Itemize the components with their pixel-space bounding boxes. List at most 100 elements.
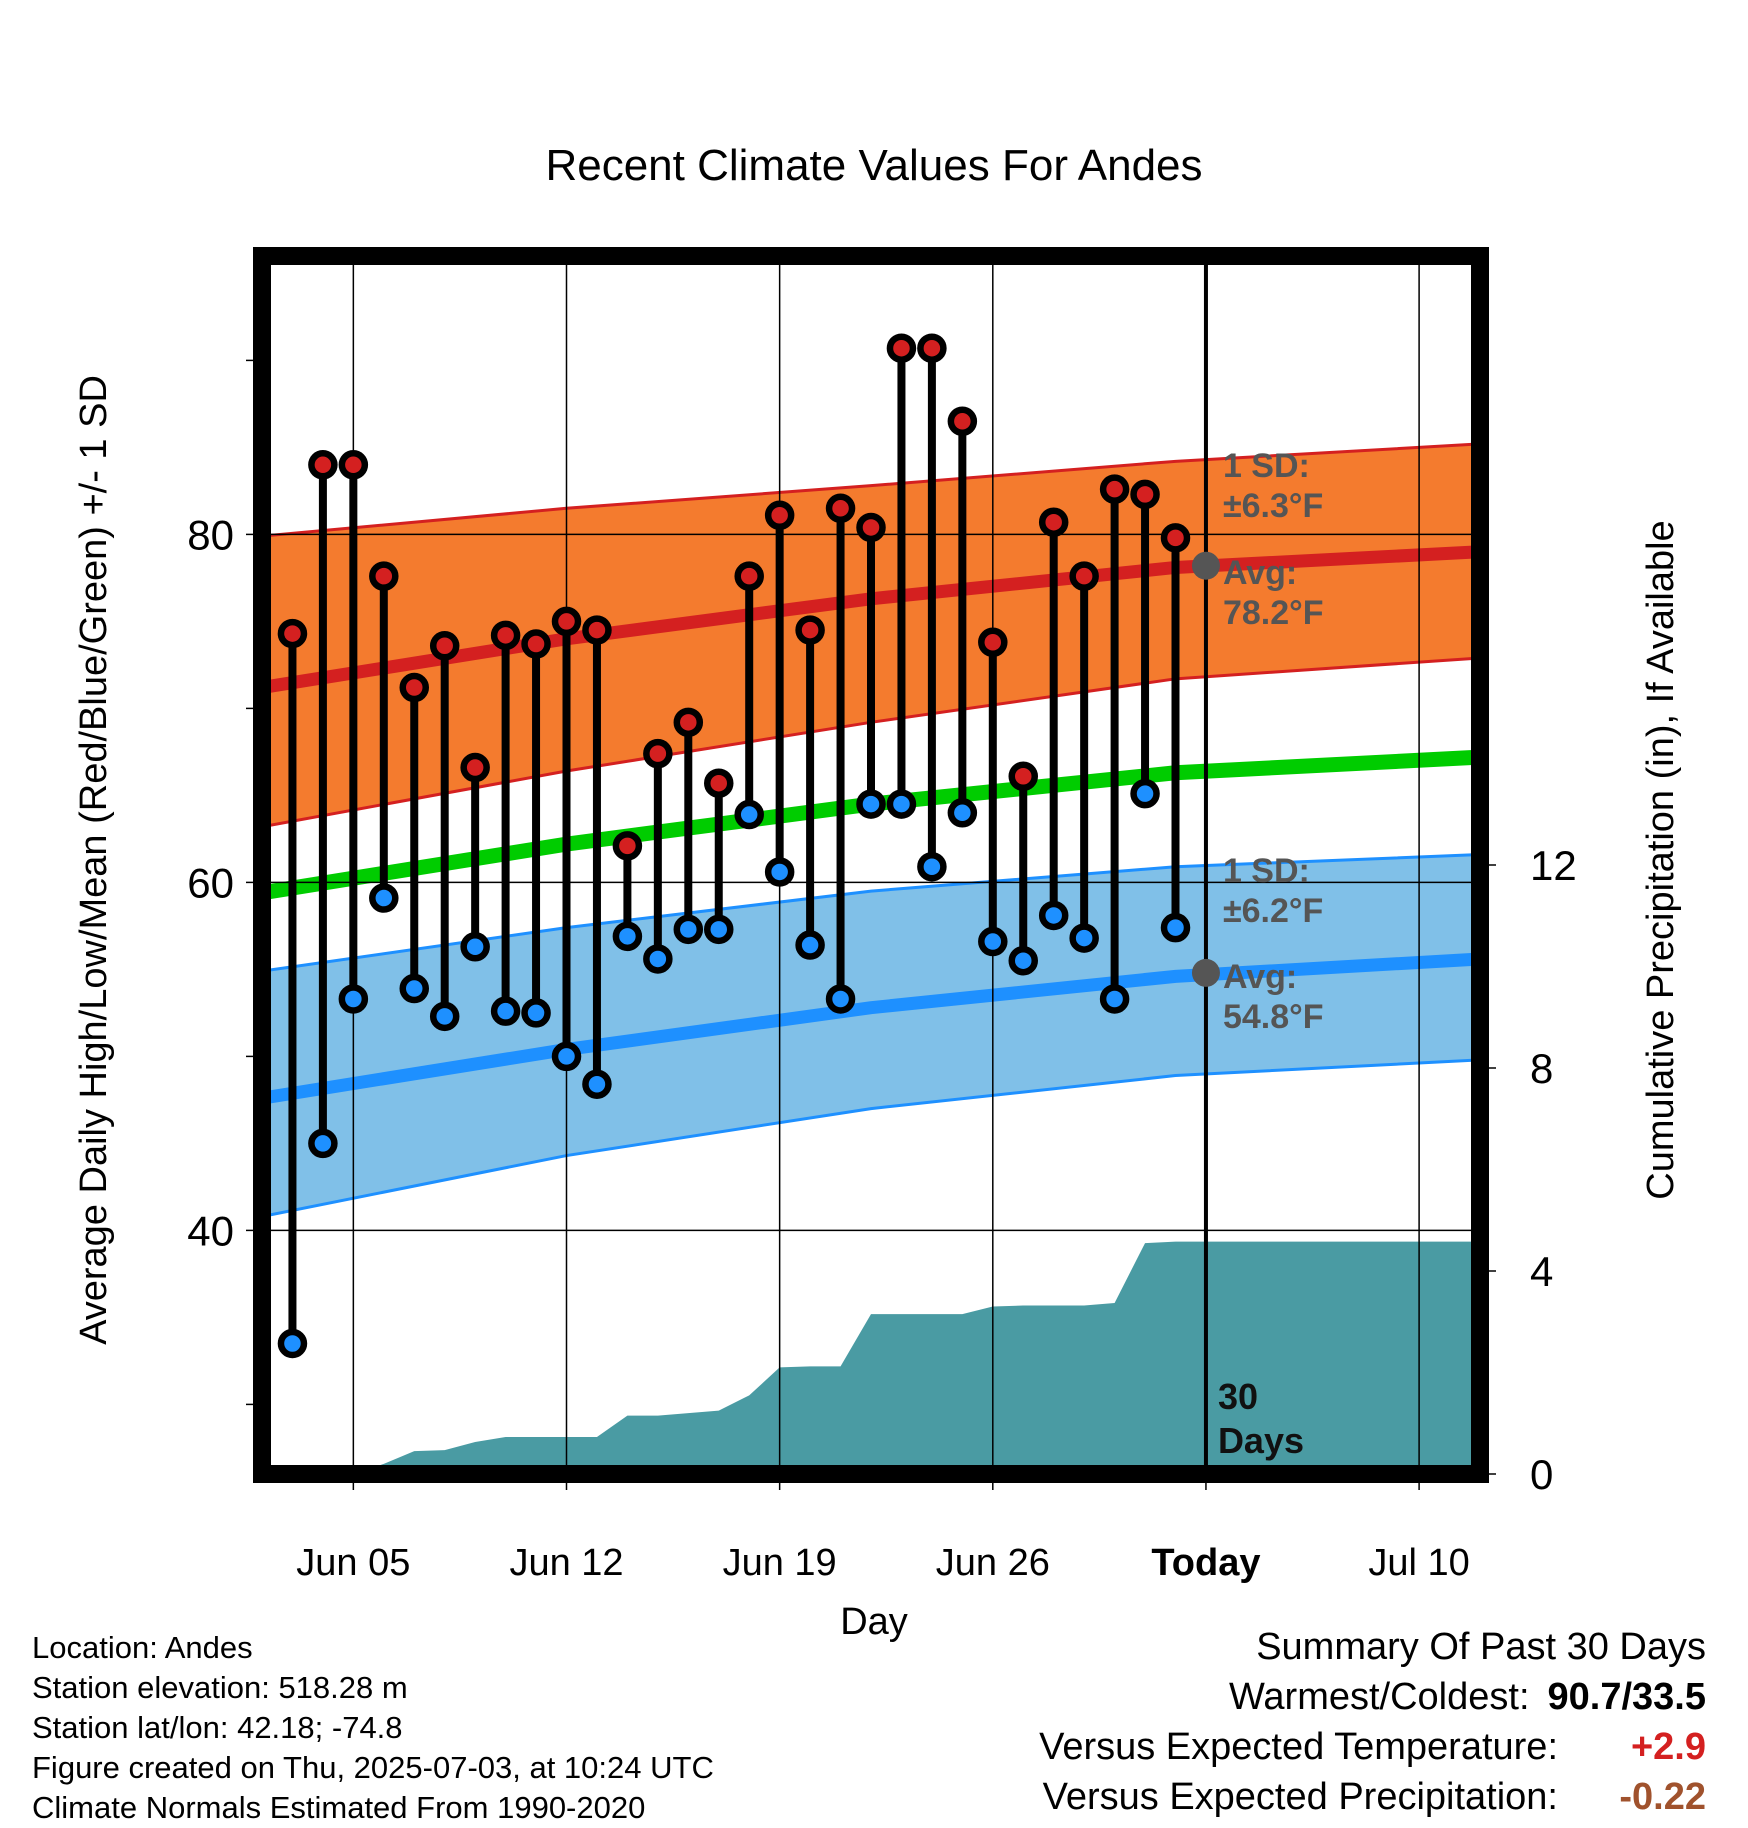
low-lower-edge bbox=[262, 1058, 1480, 1218]
daily-low-point bbox=[886, 789, 917, 819]
temp-anomaly-label: Versus Expected Temperature: bbox=[1039, 1726, 1558, 1768]
warmest-coldest-value: 90.7/33.5 bbox=[1547, 1676, 1706, 1718]
daily-low-point bbox=[673, 914, 704, 945]
daily-low-point bbox=[947, 798, 978, 828]
summary-title: Summary Of Past 30 Days bbox=[1256, 1626, 1706, 1668]
daily-temperature-marks bbox=[277, 333, 1191, 1359]
daily-low-point bbox=[1008, 945, 1038, 976]
daily-high-point bbox=[460, 752, 490, 783]
temp-anomaly-value: +2.9 bbox=[1630, 1726, 1706, 1768]
daily-high-point bbox=[308, 450, 338, 480]
daily-low-point bbox=[399, 973, 429, 1004]
daily-low-point bbox=[1099, 984, 1130, 1014]
summary-panel: Summary Of Past 30 Days Warmest/Coldest:… bbox=[1039, 1622, 1706, 1822]
low-sd-label: 1 SD: ±6.2°F bbox=[1223, 852, 1323, 930]
daily-high-point bbox=[947, 406, 978, 437]
y-axis-label: Average Daily High/Low/Mean (Red/Blue/Gr… bbox=[73, 375, 115, 1345]
daily-high-point bbox=[399, 672, 429, 703]
daily-low-point bbox=[429, 1001, 460, 1032]
y2-tick-label: 4 bbox=[1530, 1248, 1553, 1295]
daily-low-point bbox=[704, 914, 734, 945]
low-normal-line bbox=[262, 952, 1480, 1105]
daily-low-point bbox=[490, 996, 521, 1026]
daily-high-point bbox=[825, 493, 856, 524]
daily-high-point bbox=[582, 615, 612, 645]
daily-high-point bbox=[612, 831, 643, 861]
cumulative-precip-area bbox=[262, 1241, 1480, 1474]
y-tick-label: 80 bbox=[187, 511, 234, 558]
daily-low-point bbox=[917, 851, 947, 882]
daily-high-point bbox=[795, 615, 825, 645]
daily-low-point bbox=[734, 799, 764, 830]
daily-low-point bbox=[643, 944, 673, 974]
info-created: Figure created on Thu, 2025-07-03, at 10… bbox=[32, 1750, 714, 1785]
daily-high-point bbox=[490, 620, 521, 651]
daily-low-point bbox=[1069, 923, 1099, 953]
x-tick-label: Jul 10 bbox=[1368, 1542, 1469, 1584]
daily-low-point bbox=[978, 926, 1008, 957]
daily-low-point bbox=[582, 1069, 612, 1099]
daily-high-point bbox=[1038, 507, 1069, 537]
daily-high-point bbox=[1130, 479, 1160, 510]
daily-low-point bbox=[764, 857, 795, 887]
daily-low-point bbox=[369, 883, 399, 913]
y2-axis-label: Cumulative Precipitation (in), If Availa… bbox=[1640, 520, 1682, 1199]
daily-low-point bbox=[825, 984, 856, 1014]
x-tick-label: Today bbox=[1151, 1542, 1260, 1584]
daily-low-point bbox=[612, 921, 643, 952]
daily-low-point bbox=[1038, 900, 1069, 931]
daily-low-point bbox=[795, 930, 825, 960]
daily-high-point bbox=[764, 500, 795, 531]
chart-title: Recent Climate Values For Andes bbox=[545, 141, 1202, 190]
daily-high-point bbox=[886, 333, 917, 363]
info-elevation: Station elevation: 518.28 m bbox=[32, 1670, 408, 1705]
x-tick-label: Jun 26 bbox=[936, 1542, 1050, 1584]
x-tick-label: Jun 05 bbox=[296, 1542, 410, 1584]
low-avg-label: Avg: 54.8°F bbox=[1223, 958, 1324, 1036]
high-sd-label: 1 SD: ±6.3°F bbox=[1223, 447, 1323, 525]
info-location: Location: Andes bbox=[32, 1630, 253, 1665]
x-tick-label: Jun 12 bbox=[509, 1542, 623, 1584]
daily-high-point bbox=[1069, 561, 1099, 591]
precip-anomaly-label: Versus Expected Precipitation: bbox=[1042, 1776, 1558, 1818]
daily-low-point bbox=[521, 998, 551, 1028]
daily-low-point bbox=[338, 984, 369, 1014]
daily-low-point bbox=[277, 1328, 308, 1359]
warmest-coldest-label: Warmest/Coldest: bbox=[1228, 1676, 1530, 1718]
precip-anomaly-value: -0.22 bbox=[1619, 1776, 1706, 1818]
today-annotations: 1 SD: ±6.3°F Avg: 78.2°F 1 SD: ±6.2°F Avg: 54.8… bbox=[1191, 256, 1324, 1474]
daily-high-point bbox=[1160, 523, 1191, 553]
daily-high-point bbox=[338, 450, 369, 480]
info-normals: Climate Normals Estimated From 1990-2020 bbox=[32, 1790, 646, 1825]
info-latlon: Station lat/lon: 42.18; -74.8 bbox=[32, 1710, 403, 1745]
daily-high-point bbox=[551, 606, 582, 637]
daily-high-point bbox=[521, 629, 551, 659]
daily-low-point bbox=[551, 1041, 582, 1072]
high-upper-edge bbox=[262, 442, 1480, 538]
daily-low-point bbox=[460, 932, 490, 962]
y2-tick-label: 12 bbox=[1530, 842, 1577, 889]
daily-high-point bbox=[978, 627, 1008, 658]
high-avg-label: Avg: 78.2°F bbox=[1223, 554, 1324, 632]
y2-tick-label: 8 bbox=[1530, 1045, 1553, 1092]
daily-low-point bbox=[308, 1128, 338, 1159]
station-info: Location: Andes Station elevation: 518.2… bbox=[32, 1628, 714, 1828]
daily-high-point bbox=[856, 512, 886, 543]
daily-high-point bbox=[277, 618, 308, 649]
today-low-avg-marker bbox=[1191, 958, 1220, 987]
daily-high-point bbox=[704, 768, 734, 798]
today-high-avg-marker bbox=[1191, 551, 1220, 580]
daily-high-point bbox=[1008, 761, 1038, 792]
daily-low-point bbox=[1160, 912, 1191, 943]
x-tick-label: Jun 19 bbox=[723, 1542, 837, 1584]
today-window-label: 30 Days bbox=[1218, 1376, 1304, 1461]
daily-high-point bbox=[369, 561, 399, 591]
plot-frame bbox=[253, 247, 1489, 1483]
y2-tick-label: 0 bbox=[1530, 1451, 1553, 1498]
daily-high-point bbox=[734, 561, 764, 591]
daily-high-point bbox=[1099, 474, 1130, 504]
daily-low-point bbox=[856, 789, 886, 819]
daily-low-point bbox=[1130, 778, 1160, 809]
daily-high-point bbox=[917, 333, 947, 363]
